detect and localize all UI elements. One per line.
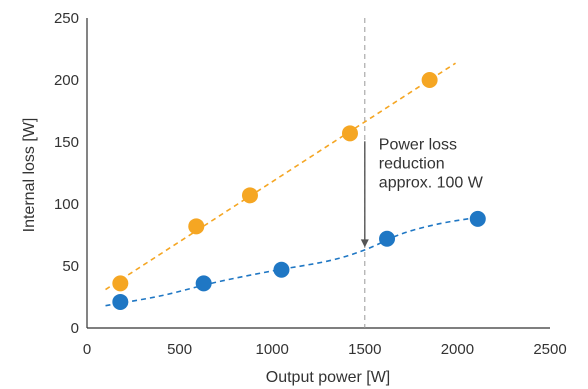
- x-axis-title: Output power [W]: [266, 369, 391, 386]
- annotation-text-line: Power loss: [379, 136, 457, 153]
- data-point-series-2: [195, 275, 212, 292]
- data-point-series-1: [188, 218, 205, 235]
- data-point-series-2: [469, 210, 486, 227]
- y-tick-label: 150: [54, 134, 79, 151]
- data-points: [112, 72, 486, 310]
- annotation-text-line: approx. 100 W: [379, 174, 484, 191]
- x-tick-label: 2500: [533, 341, 566, 358]
- y-tick-label: 0: [71, 320, 79, 337]
- data-point-series-1: [341, 125, 358, 142]
- data-point-series-1: [241, 187, 258, 204]
- trendline-series-2: [105, 216, 477, 307]
- x-tick-label: 2000: [441, 341, 474, 358]
- trendlines: [105, 62, 477, 307]
- axes: [86, 18, 550, 329]
- annotation-group: Power loss reduction approx. 100 W: [360, 136, 484, 248]
- y-axis-title: Internal loss [W]: [21, 118, 38, 233]
- y-tick-label: 100: [54, 196, 79, 213]
- x-tick-label: 500: [167, 341, 192, 358]
- trendline-series-1: [105, 62, 456, 291]
- data-point-series-1: [421, 72, 438, 88]
- y-tick-label: 200: [54, 72, 79, 89]
- data-point-series-2: [379, 230, 396, 247]
- x-tick-label: 0: [83, 341, 91, 358]
- tick-labels: 0 500 1000 1500 2000 2500 0 50 100 150 200 250: [54, 10, 567, 358]
- annotation-arrow-head: [360, 239, 369, 248]
- x-tick-label: 1500: [348, 341, 381, 358]
- annotation-text-line: reduction: [379, 155, 445, 172]
- y-tick-label: 250: [54, 10, 79, 27]
- y-tick-label: 50: [62, 258, 79, 275]
- data-point-series-2: [273, 261, 290, 278]
- data-point-series-2: [112, 293, 129, 310]
- data-point-series-1: [112, 275, 129, 292]
- x-tick-label: 1000: [256, 341, 289, 358]
